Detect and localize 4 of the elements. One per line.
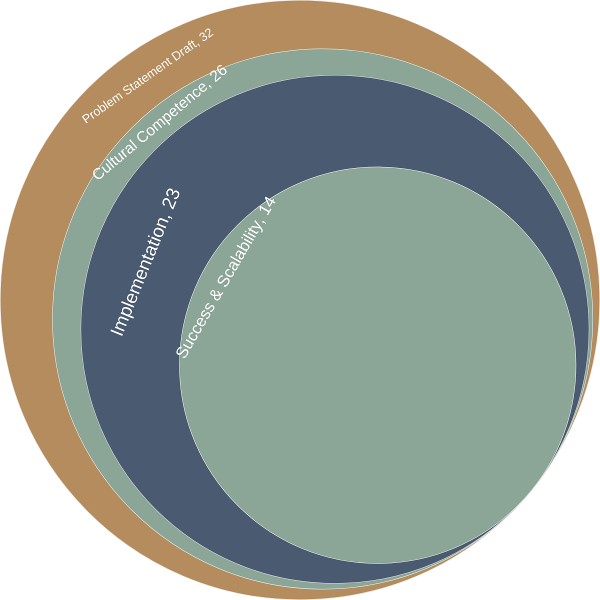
data-label: , 32	[197, 28, 214, 47]
data-label: , 23	[162, 188, 180, 220]
data-label: , 14	[260, 196, 276, 224]
data-label: , 26	[208, 64, 227, 89]
